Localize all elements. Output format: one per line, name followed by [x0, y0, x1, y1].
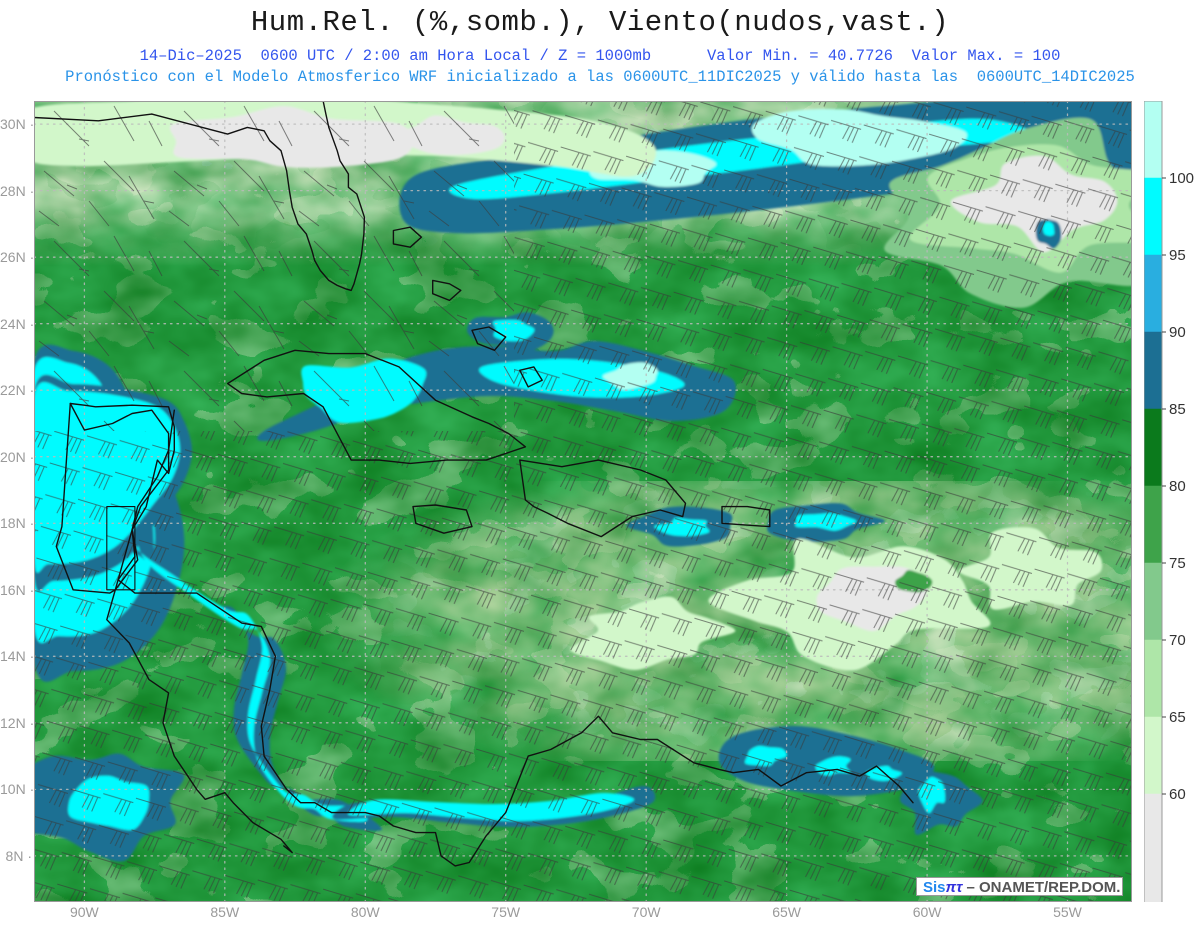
svg-text:100: 100: [1169, 170, 1194, 187]
svg-text:60: 60: [1169, 786, 1186, 803]
svg-text:65: 65: [1169, 709, 1186, 726]
svg-text:80: 80: [1169, 478, 1186, 495]
svg-text:85: 85: [1169, 401, 1186, 418]
svg-text:95: 95: [1169, 247, 1186, 264]
svg-text:70: 70: [1169, 632, 1186, 649]
svg-text:75: 75: [1169, 555, 1186, 572]
svg-text:90: 90: [1169, 324, 1186, 341]
